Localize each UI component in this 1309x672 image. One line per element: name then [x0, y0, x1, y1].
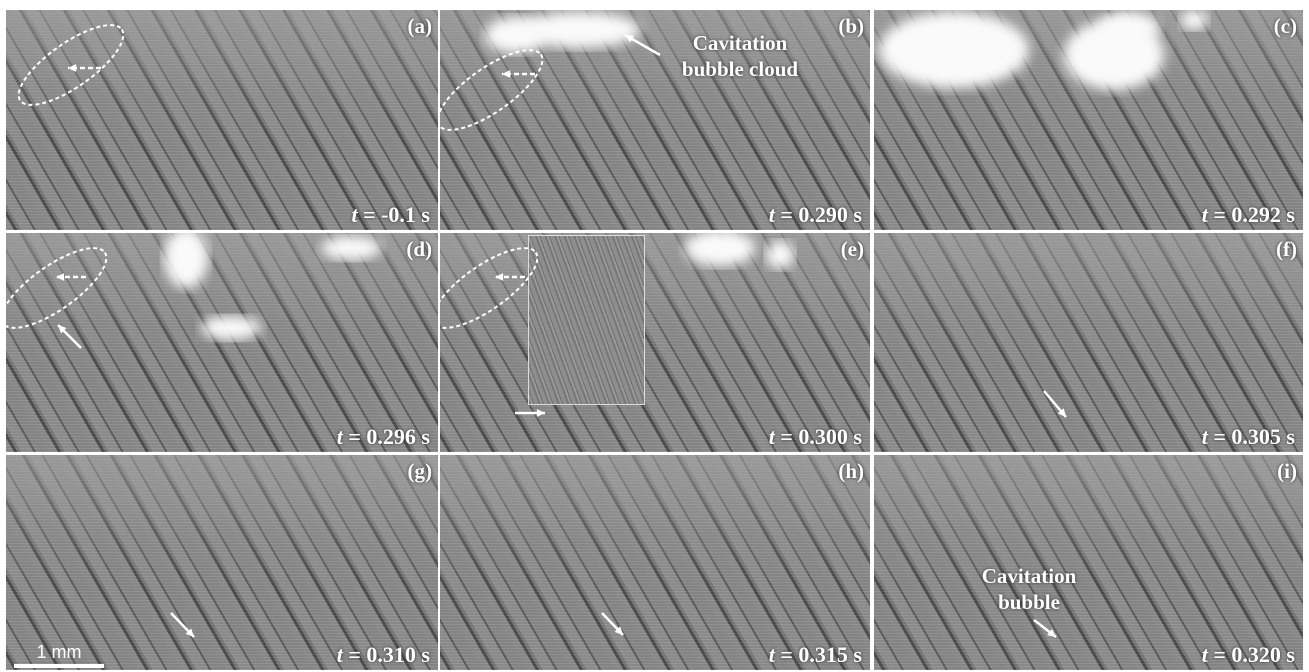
overlay: [874, 10, 1303, 230]
time-value: = 0.320 s: [1208, 642, 1295, 667]
bubble-cloud: [879, 12, 1029, 88]
time-value: = 0.300 s: [775, 424, 862, 449]
overlay: [6, 233, 438, 452]
bubble-cloud: [321, 236, 381, 260]
image-panel: (a) t = -0.1 s: [6, 10, 438, 230]
panel-label: (b): [838, 14, 864, 39]
overlay: [6, 455, 438, 670]
time-label: t = 0.300 s: [769, 424, 862, 450]
time-value: = 0.310 s: [343, 642, 430, 667]
marker-ellipse: [440, 36, 553, 143]
time-value: = 0.296 s: [343, 424, 430, 449]
annotation-line: Cavitation: [665, 30, 815, 56]
figure: (a)t = -0.1 s(b)t = 0.290 sCavitationbub…: [0, 0, 1309, 672]
time-label: t = 0.290 s: [769, 202, 862, 228]
annotation-line: Cavitation: [954, 563, 1104, 589]
image-panel: (e) t = 0.300 s: [440, 233, 870, 452]
panel-label: (g): [408, 459, 433, 484]
time-label: t = 0.320 s: [1202, 642, 1295, 668]
scale-bar: 1 mm: [14, 642, 104, 668]
time-label: t = 0.296 s: [337, 424, 430, 450]
panel-label: (i): [1277, 459, 1297, 484]
panel-label: (a): [408, 14, 433, 39]
time-label: t = 0.315 s: [769, 642, 862, 668]
overlay: [440, 455, 870, 670]
bubble-cloud: [485, 17, 545, 53]
scale-text: 1 mm: [14, 642, 104, 663]
image-panel: (d) t = 0.296 s: [6, 233, 438, 452]
bubble-cloud: [766, 241, 794, 269]
bubble-cloud: [164, 233, 208, 288]
time-label: t = 0.310 s: [337, 642, 430, 668]
marker-ellipse: [6, 234, 117, 341]
arrow-head: [68, 64, 76, 72]
bubble-cloud: [1180, 10, 1208, 30]
marker-ellipse: [440, 234, 548, 341]
arrow-head: [495, 273, 503, 281]
image-panel: (g) t = 0.310 s 1 mm: [6, 455, 438, 670]
scale-line: [14, 664, 104, 668]
overlay: [6, 10, 438, 230]
arrow-head: [56, 273, 64, 281]
time-label: t = 0.305 s: [1202, 424, 1295, 450]
time-value: = 0.290 s: [775, 202, 862, 227]
panel-label: (f): [1276, 237, 1297, 262]
bubble-cloud: [1099, 12, 1159, 44]
image-panel: (h) t = 0.315 s: [440, 455, 870, 670]
image-panel: (f) t = 0.305 s: [874, 233, 1303, 452]
marker-ellipse: [8, 11, 135, 118]
arrow-head: [502, 70, 510, 78]
overlay: [874, 233, 1303, 452]
panel-label: (h): [838, 459, 864, 484]
time-value: = -0.1 s: [358, 202, 430, 227]
image-panel: (c) t = 0.292 s: [874, 10, 1303, 230]
panel-label: (e): [841, 237, 864, 262]
overlay: [440, 233, 870, 452]
time-label: t = 0.292 s: [1202, 202, 1295, 228]
panel-label: (d): [406, 237, 432, 262]
time-value: = 0.305 s: [1208, 424, 1295, 449]
annotation-line: bubble: [954, 589, 1104, 615]
bubble-cloud: [201, 316, 261, 340]
annotation-line: bubble cloud: [665, 56, 815, 82]
panel-label: (c): [1274, 14, 1297, 39]
bubble-cloud: [685, 233, 755, 266]
arrow-head: [537, 409, 545, 417]
time-label: t = -0.1 s: [351, 202, 430, 228]
time-value: = 0.315 s: [775, 642, 862, 667]
time-value: = 0.292 s: [1208, 202, 1295, 227]
